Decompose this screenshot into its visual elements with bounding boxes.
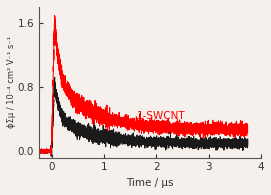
Y-axis label: ϕΣμ / 10⁻⁴ cm² V⁻¹ s⁻¹: ϕΣμ / 10⁻⁴ cm² V⁻¹ s⁻¹: [7, 36, 16, 128]
X-axis label: Time / μs: Time / μs: [126, 178, 173, 188]
Text: 1-SWCNT: 1-SWCNT: [137, 111, 185, 121]
Text: 1: 1: [167, 132, 173, 142]
